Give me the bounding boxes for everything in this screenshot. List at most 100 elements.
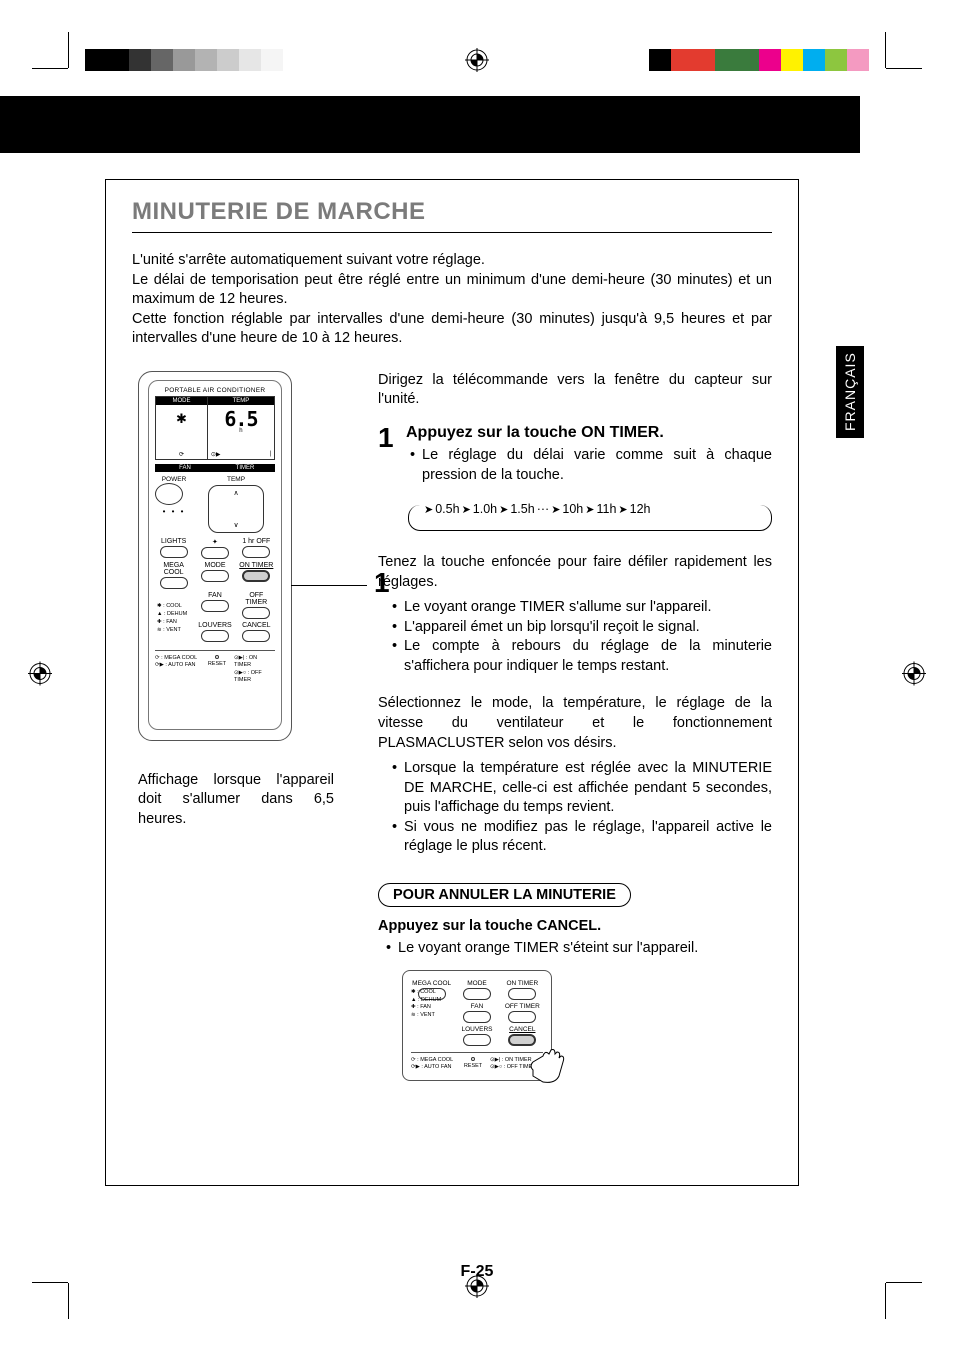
title-rule xyxy=(132,232,772,233)
crop-mark xyxy=(886,68,922,69)
fan-button xyxy=(201,600,229,612)
registration-mark-icon xyxy=(902,661,926,690)
ontimer-label: ON TIMER xyxy=(238,562,275,569)
mode-label: MODE xyxy=(196,562,233,569)
color-swatch xyxy=(151,49,173,71)
bullet-item: L'appareil émet un bip lorsqu'il reçoit … xyxy=(392,618,772,638)
step-title: Appuyez sur la touche ON TIMER. xyxy=(406,424,772,442)
language-tab: FRANÇAIS xyxy=(836,346,864,438)
reset-dot-icon xyxy=(215,655,219,659)
color-swatch xyxy=(693,49,715,71)
ontimer-button xyxy=(242,570,270,582)
cancel-button xyxy=(242,630,270,642)
legend-item: ≋ : VENT xyxy=(157,627,199,633)
flow-value: 11h xyxy=(596,502,616,516)
lcd-timer-label: TIMER xyxy=(215,464,275,472)
hand-pointer-icon xyxy=(525,1046,571,1086)
offtimer-label: OFF TIMER xyxy=(238,592,275,606)
color-swatch xyxy=(261,49,283,71)
power-button xyxy=(155,483,183,505)
bullet-item: Lorsque la température est réglée avec l… xyxy=(392,759,772,818)
color-swatch xyxy=(217,49,239,71)
cancel-instruction: Appuyez sur la touche CANCEL. xyxy=(378,917,772,937)
legend-item: ⊙▶| : ON TIMER xyxy=(234,655,275,670)
color-swatch xyxy=(847,49,869,71)
ontimer-label: ON TIMER xyxy=(502,980,543,987)
step-number: 1 xyxy=(378,424,398,485)
hold-text: Tenez la touche enfoncée pour faire défi… xyxy=(378,553,772,592)
bullet-item: Le compte à rebours du réglage de la min… xyxy=(392,637,772,676)
legend-item: ✱ : COOL xyxy=(411,989,441,997)
reset-label: RESET xyxy=(208,661,226,667)
snowflake-icon: ✱ xyxy=(156,411,207,427)
color-swatch xyxy=(195,49,217,71)
megacool-label: MEGA COOL xyxy=(411,980,452,987)
arrow-icon: ➤ xyxy=(585,503,594,516)
intro-block: L'unité s'arrête automatiquement suivant… xyxy=(132,251,772,349)
color-swatch xyxy=(283,49,305,71)
plasma-icon: ✦ xyxy=(196,538,233,546)
mode-button xyxy=(463,988,491,1000)
lcd-hours-suffix: h xyxy=(208,428,274,434)
flow-diagram: ➤0.5h ➤1.0h ➤1.5h ··· ➤10h ➤11h ➤12h xyxy=(408,499,772,539)
legend-item: ⊙▶○ : OFF TIMER xyxy=(234,670,275,685)
color-swatch xyxy=(737,49,759,71)
louvers-label: LOUVERS xyxy=(456,1026,497,1033)
intro-line: L'unité s'arrête automatiquement suivant… xyxy=(132,251,772,271)
right-column: Dirigez la télécommande vers la fenêtre … xyxy=(378,371,772,1081)
flow-value: 0.5h xyxy=(435,502,459,516)
mini-remote-illustration: MEGA COOL MODE ON TIMER FAN OFF TIMER LO… xyxy=(402,970,552,1081)
arrow-icon: ➤ xyxy=(618,503,627,516)
lcd-mode-label: MODE xyxy=(156,397,207,405)
plasma-button xyxy=(201,547,229,559)
step-1: 1 Appuyez sur la touche ON TIMER. Le rég… xyxy=(378,424,772,485)
crop-mark xyxy=(32,1282,68,1283)
lcd-temp-label: TEMP xyxy=(208,397,274,405)
color-swatch xyxy=(173,49,195,71)
ontimer-button xyxy=(508,988,536,1000)
step-bullet: Le réglage du délai varie comme suit à c… xyxy=(410,446,772,485)
1hr-off-button xyxy=(242,546,270,558)
page-number: F-25 xyxy=(461,1263,494,1281)
callout-line xyxy=(291,585,367,586)
registration-mark-icon xyxy=(28,661,52,690)
cancel-heading: POUR ANNULER LA MINUTERIE xyxy=(378,883,631,907)
chevron-down-icon: ∨ xyxy=(209,521,263,529)
crop-mark xyxy=(68,1283,69,1319)
intro-line: Le délai de temporisation peut être régl… xyxy=(132,271,772,310)
color-swatch xyxy=(649,49,671,71)
cancel-label: CANCEL xyxy=(238,622,275,629)
color-swatch xyxy=(759,49,781,71)
louvers-label: LOUVERS xyxy=(196,622,233,629)
bullet-item: Le voyant orange TIMER s'éteint sur l'ap… xyxy=(386,939,772,959)
flow-value: 12h xyxy=(630,502,651,516)
colorbar-left xyxy=(85,49,305,71)
left-column: PORTABLE AIR CONDITIONER MODE ✱ ⟳ TEMP 6… xyxy=(132,371,364,1081)
remote-header: PORTABLE AIR CONDITIONER xyxy=(155,387,275,394)
louvers-button xyxy=(463,1034,491,1046)
crop-mark xyxy=(68,32,69,68)
bullet-item: Le voyant orange TIMER s'allume sur l'ap… xyxy=(392,598,772,618)
fan-button xyxy=(463,1011,491,1023)
fan-label: FAN xyxy=(456,1003,497,1010)
legend-item: ✱ : COOL xyxy=(157,603,199,609)
megacool-label: MEGA COOL xyxy=(155,562,192,576)
crop-mark xyxy=(32,68,68,69)
power-label: POWER xyxy=(155,476,193,483)
temp-btn-label: TEMP xyxy=(197,476,275,483)
lights-label: LIGHTS xyxy=(155,538,192,545)
lcd-fan-label: FAN xyxy=(155,464,215,472)
color-swatch xyxy=(239,49,261,71)
section-title: MINUTERIE DE MARCHE xyxy=(132,198,772,226)
crop-mark xyxy=(885,32,886,68)
hold-bullets: Le voyant orange TIMER s'allume sur l'ap… xyxy=(378,598,772,676)
chevron-up-icon: ∧ xyxy=(209,489,263,497)
arrow-icon: ➤ xyxy=(551,503,560,516)
flow-value: 1.0h xyxy=(473,502,497,516)
flow-value: 10h xyxy=(562,502,583,516)
flow-value: 1.5h xyxy=(510,502,534,516)
offtimer-button xyxy=(242,607,270,619)
temp-rocker: ∧ ∨ xyxy=(208,485,264,533)
remote-illustration: PORTABLE AIR CONDITIONER MODE ✱ ⟳ TEMP 6… xyxy=(138,371,292,741)
lights-button xyxy=(160,546,188,558)
